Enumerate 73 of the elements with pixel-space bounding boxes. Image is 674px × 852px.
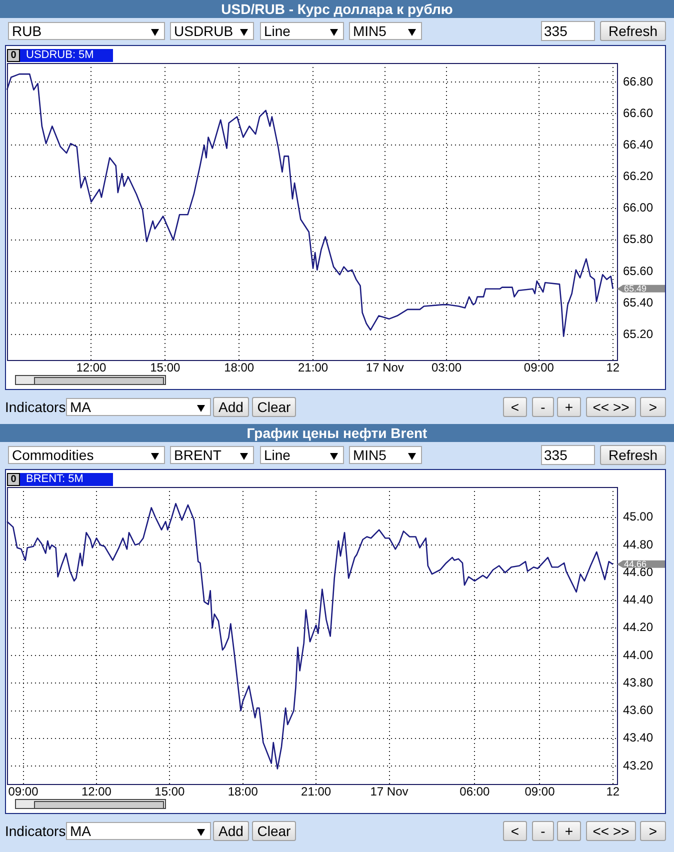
- text: Indicators: [5, 398, 66, 417]
- window-icon: 0: [7, 473, 20, 486]
- x-tick-label: 03:00: [432, 360, 462, 375]
- text: -: [532, 821, 554, 841]
- text: MA: [70, 399, 91, 415]
- y-tick-label: 66.60: [623, 106, 654, 120]
- text: <: [503, 397, 527, 417]
- y-tick-label: 65.40: [623, 295, 654, 310]
- y-tick-label: 66.20: [623, 169, 654, 184]
- x-tick-label: 21:00: [298, 360, 328, 375]
- x-tick-label: 21:00: [301, 784, 332, 799]
- text: USDRUB: 5M: [20, 49, 113, 62]
- text: MIN5: [353, 23, 386, 39]
- text: BRENT: 5M: [20, 473, 113, 486]
- y-tick-label: 44.20: [623, 620, 654, 634]
- text: Indicators: [5, 822, 66, 841]
- y-tick-label: 44.40: [623, 592, 654, 607]
- text: >: [640, 397, 666, 417]
- text: RUB: [12, 23, 42, 39]
- x-tick-label: 15:00: [150, 360, 180, 375]
- text: MA: [70, 823, 91, 839]
- text: Refresh: [600, 21, 666, 41]
- text: Refresh: [600, 445, 666, 465]
- text: 65.49: [624, 283, 647, 294]
- text: USDRUB: [174, 23, 234, 39]
- text: Line: [264, 447, 290, 463]
- text: Add: [213, 821, 249, 841]
- y-tick-label: 65.80: [623, 232, 654, 246]
- x-tick-label: 17 Nov: [370, 784, 408, 799]
- chart-title: USD/RUB - Курс доллара к рублю: [0, 0, 674, 18]
- y-tick-label: 66.00: [623, 200, 654, 215]
- text: Add: [213, 397, 249, 417]
- text: -: [532, 397, 554, 417]
- y-tick-label: 66.40: [623, 137, 654, 152]
- x-tick-label: 09:00: [8, 784, 39, 799]
- x-tick-label: 17 Nov: [366, 360, 404, 375]
- y-tick-label: 44.00: [623, 648, 654, 662]
- text: +: [557, 397, 581, 417]
- y-tick-label: 65.20: [623, 327, 654, 342]
- y-tick-label: 45.00: [623, 510, 654, 524]
- x-tick-label: 18:00: [224, 360, 254, 375]
- x-tick-label: 12:00: [81, 784, 112, 799]
- y-tick-label: 43.20: [623, 758, 654, 772]
- text: <: [503, 821, 527, 841]
- text: 44.66: [624, 558, 647, 569]
- text: << >>: [586, 397, 636, 417]
- x-tick-label: 09:00: [524, 360, 554, 375]
- text: MIN5: [353, 447, 386, 463]
- y-tick-label: 43.40: [623, 730, 654, 745]
- x-tick-label: 12: [606, 784, 620, 799]
- text: Clear: [252, 397, 296, 417]
- window-icon: 0: [7, 49, 20, 62]
- text: Commodities: [12, 447, 94, 463]
- x-tick-label: 06:00: [460, 784, 490, 799]
- text: << >>: [586, 821, 636, 841]
- text: >: [640, 821, 666, 841]
- text: 335: [541, 445, 595, 465]
- y-tick-label: 43.80: [623, 675, 654, 690]
- text: BRENT: [174, 447, 222, 463]
- text: Clear: [252, 821, 296, 841]
- y-tick-label: 43.60: [623, 703, 654, 718]
- x-tick-label: 18:00: [228, 784, 258, 799]
- y-tick-label: 65.60: [623, 264, 654, 278]
- x-tick-label: 12: [606, 360, 620, 375]
- y-tick-label: 44.80: [623, 537, 654, 552]
- chart-title: График цены нефти Brent: [0, 424, 674, 442]
- x-tick-label: 09:00: [524, 784, 556, 799]
- x-tick-label: 15:00: [154, 784, 186, 799]
- y-tick-label: 66.80: [623, 74, 654, 88]
- text: +: [557, 821, 581, 841]
- x-tick-label: 12:00: [76, 360, 107, 375]
- text: 335: [541, 21, 595, 41]
- text: Line: [264, 23, 290, 39]
